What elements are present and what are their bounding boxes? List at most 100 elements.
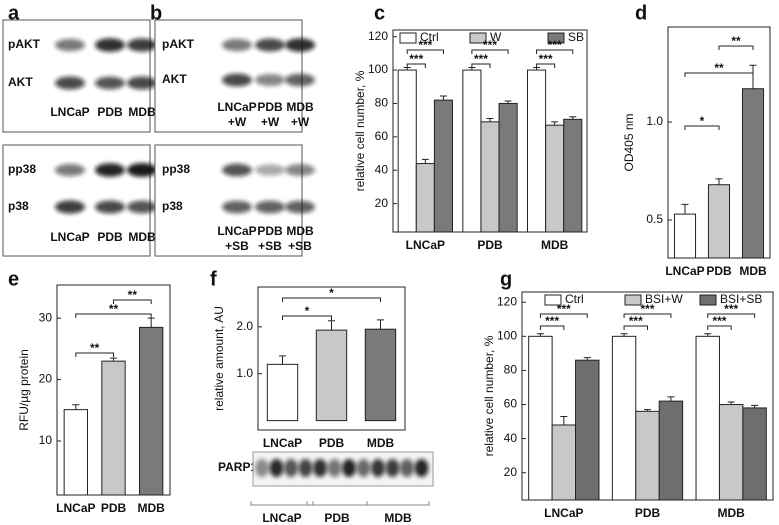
significance-label: ** (109, 302, 119, 316)
significance-label: * (305, 304, 310, 318)
blot-lane-label: LNCaP +SB (217, 224, 256, 253)
blot-lane-label: LNCaP (262, 511, 301, 525)
lane-label-line: +SB (258, 239, 282, 253)
legend-label: Ctrl (420, 30, 439, 44)
x-tick-label: MDB (367, 436, 395, 450)
significance-bracket (623, 313, 672, 318)
blot-lane-label: MDB (128, 105, 156, 119)
blot-band (285, 200, 315, 214)
bar (63, 409, 89, 496)
significance-bracket (471, 63, 491, 68)
significance-bracket (113, 299, 152, 304)
significance-label: ** (731, 34, 741, 48)
x-tick-label: MDB (739, 264, 767, 278)
error-bar (644, 409, 651, 412)
y-tick-label: 20 (39, 372, 53, 386)
y-axis-label: relative cell number, % (482, 335, 496, 456)
blot-lane-label: MDB +W (286, 100, 314, 129)
significance-label: *** (629, 314, 643, 328)
x-tick-label: LNCaP (665, 264, 704, 278)
y-axis-label: RFU/µg protein (17, 349, 31, 431)
significance-bracket (75, 313, 152, 318)
y-tick-label: 1.0 (646, 114, 663, 128)
y-tick-label: 0.5 (646, 212, 663, 226)
error-bar (667, 396, 675, 402)
y-tick-label: 40 (375, 162, 389, 176)
significance-label: *** (640, 302, 654, 316)
blot-band (255, 164, 285, 176)
lane-label-line: PDB (97, 105, 123, 119)
significance-bracket (539, 325, 565, 330)
y-tick-label: 30 (39, 310, 53, 324)
bar (707, 184, 731, 259)
bar (415, 163, 435, 233)
error-bar (583, 357, 591, 361)
lane-label-line: MDB (286, 100, 314, 114)
bar (315, 329, 348, 422)
y-tick-label: 20 (375, 196, 389, 210)
blot-lane-label: LNCaP (50, 105, 89, 119)
lane-label-line: PDB (324, 511, 350, 525)
x-tick-label: PDB (635, 506, 661, 520)
blot-frame (2, 19, 151, 133)
blot-band (127, 200, 157, 214)
blot-lane-label: PDB +W (257, 100, 283, 129)
blot-band (55, 200, 85, 214)
blot-frame (154, 144, 303, 257)
blot-band (269, 459, 284, 477)
y-tick-label: 60 (375, 129, 389, 143)
blot-band (55, 163, 85, 177)
lane-label-line: PDB (257, 224, 283, 238)
lane-label-line: +W (261, 115, 280, 129)
y-tick-label: 40 (504, 431, 518, 445)
blot-row-label: p38 (162, 199, 183, 213)
lane-bracket (250, 501, 314, 506)
x-tick-label: LNCaP (406, 238, 445, 252)
x-tick-label: PDB (706, 264, 732, 278)
x-tick-label: MDB (718, 506, 746, 520)
blot-band (400, 459, 414, 477)
error-bar (439, 95, 447, 101)
blot-lane-label: PDB (324, 511, 350, 525)
blot-band (127, 76, 157, 90)
significance-bracket (718, 45, 754, 50)
blot-lane-label: LNCaP +W (217, 100, 256, 129)
legend-label: BSI+SB (720, 292, 762, 306)
significance-bracket (536, 63, 556, 68)
panel-label: e (8, 268, 19, 290)
blot-band (285, 38, 315, 52)
lane-label-line: PDB (257, 100, 283, 114)
blot-row-label: pp38 (8, 162, 36, 176)
bar (433, 99, 453, 233)
legend-label: W (490, 30, 502, 44)
blot-row-label: pp38 (162, 162, 190, 176)
lane-label-line: MDB (128, 230, 156, 244)
error-bar (704, 333, 712, 337)
x-tick-label: MDB (138, 501, 166, 515)
bar (138, 326, 164, 496)
significance-label: *** (539, 52, 553, 66)
blot-band (327, 459, 342, 477)
y-tick-label: 120 (497, 294, 517, 308)
bar (563, 118, 583, 233)
bar (498, 102, 518, 233)
significance-bracket (707, 325, 732, 330)
significance-bracket (684, 72, 754, 77)
y-tick-label: 2.0 (236, 319, 253, 333)
lane-label-line: +W (228, 115, 247, 129)
significance-label: *** (557, 302, 571, 316)
significance-label: *** (474, 52, 488, 66)
blot-band (222, 200, 252, 214)
x-tick-label: LNCaP (544, 506, 583, 520)
error-bar (569, 116, 577, 120)
bar (695, 335, 720, 501)
error-bar (751, 404, 759, 408)
blot-lane-label: PDB +SB (257, 224, 283, 253)
significance-bracket (406, 63, 426, 68)
x-tick-label: PDB (319, 436, 345, 450)
lane-label-line: PDB (97, 230, 123, 244)
blot-band (255, 459, 269, 477)
y-tick-label: 10 (39, 433, 53, 447)
y-tick-label: 20 (504, 465, 518, 479)
